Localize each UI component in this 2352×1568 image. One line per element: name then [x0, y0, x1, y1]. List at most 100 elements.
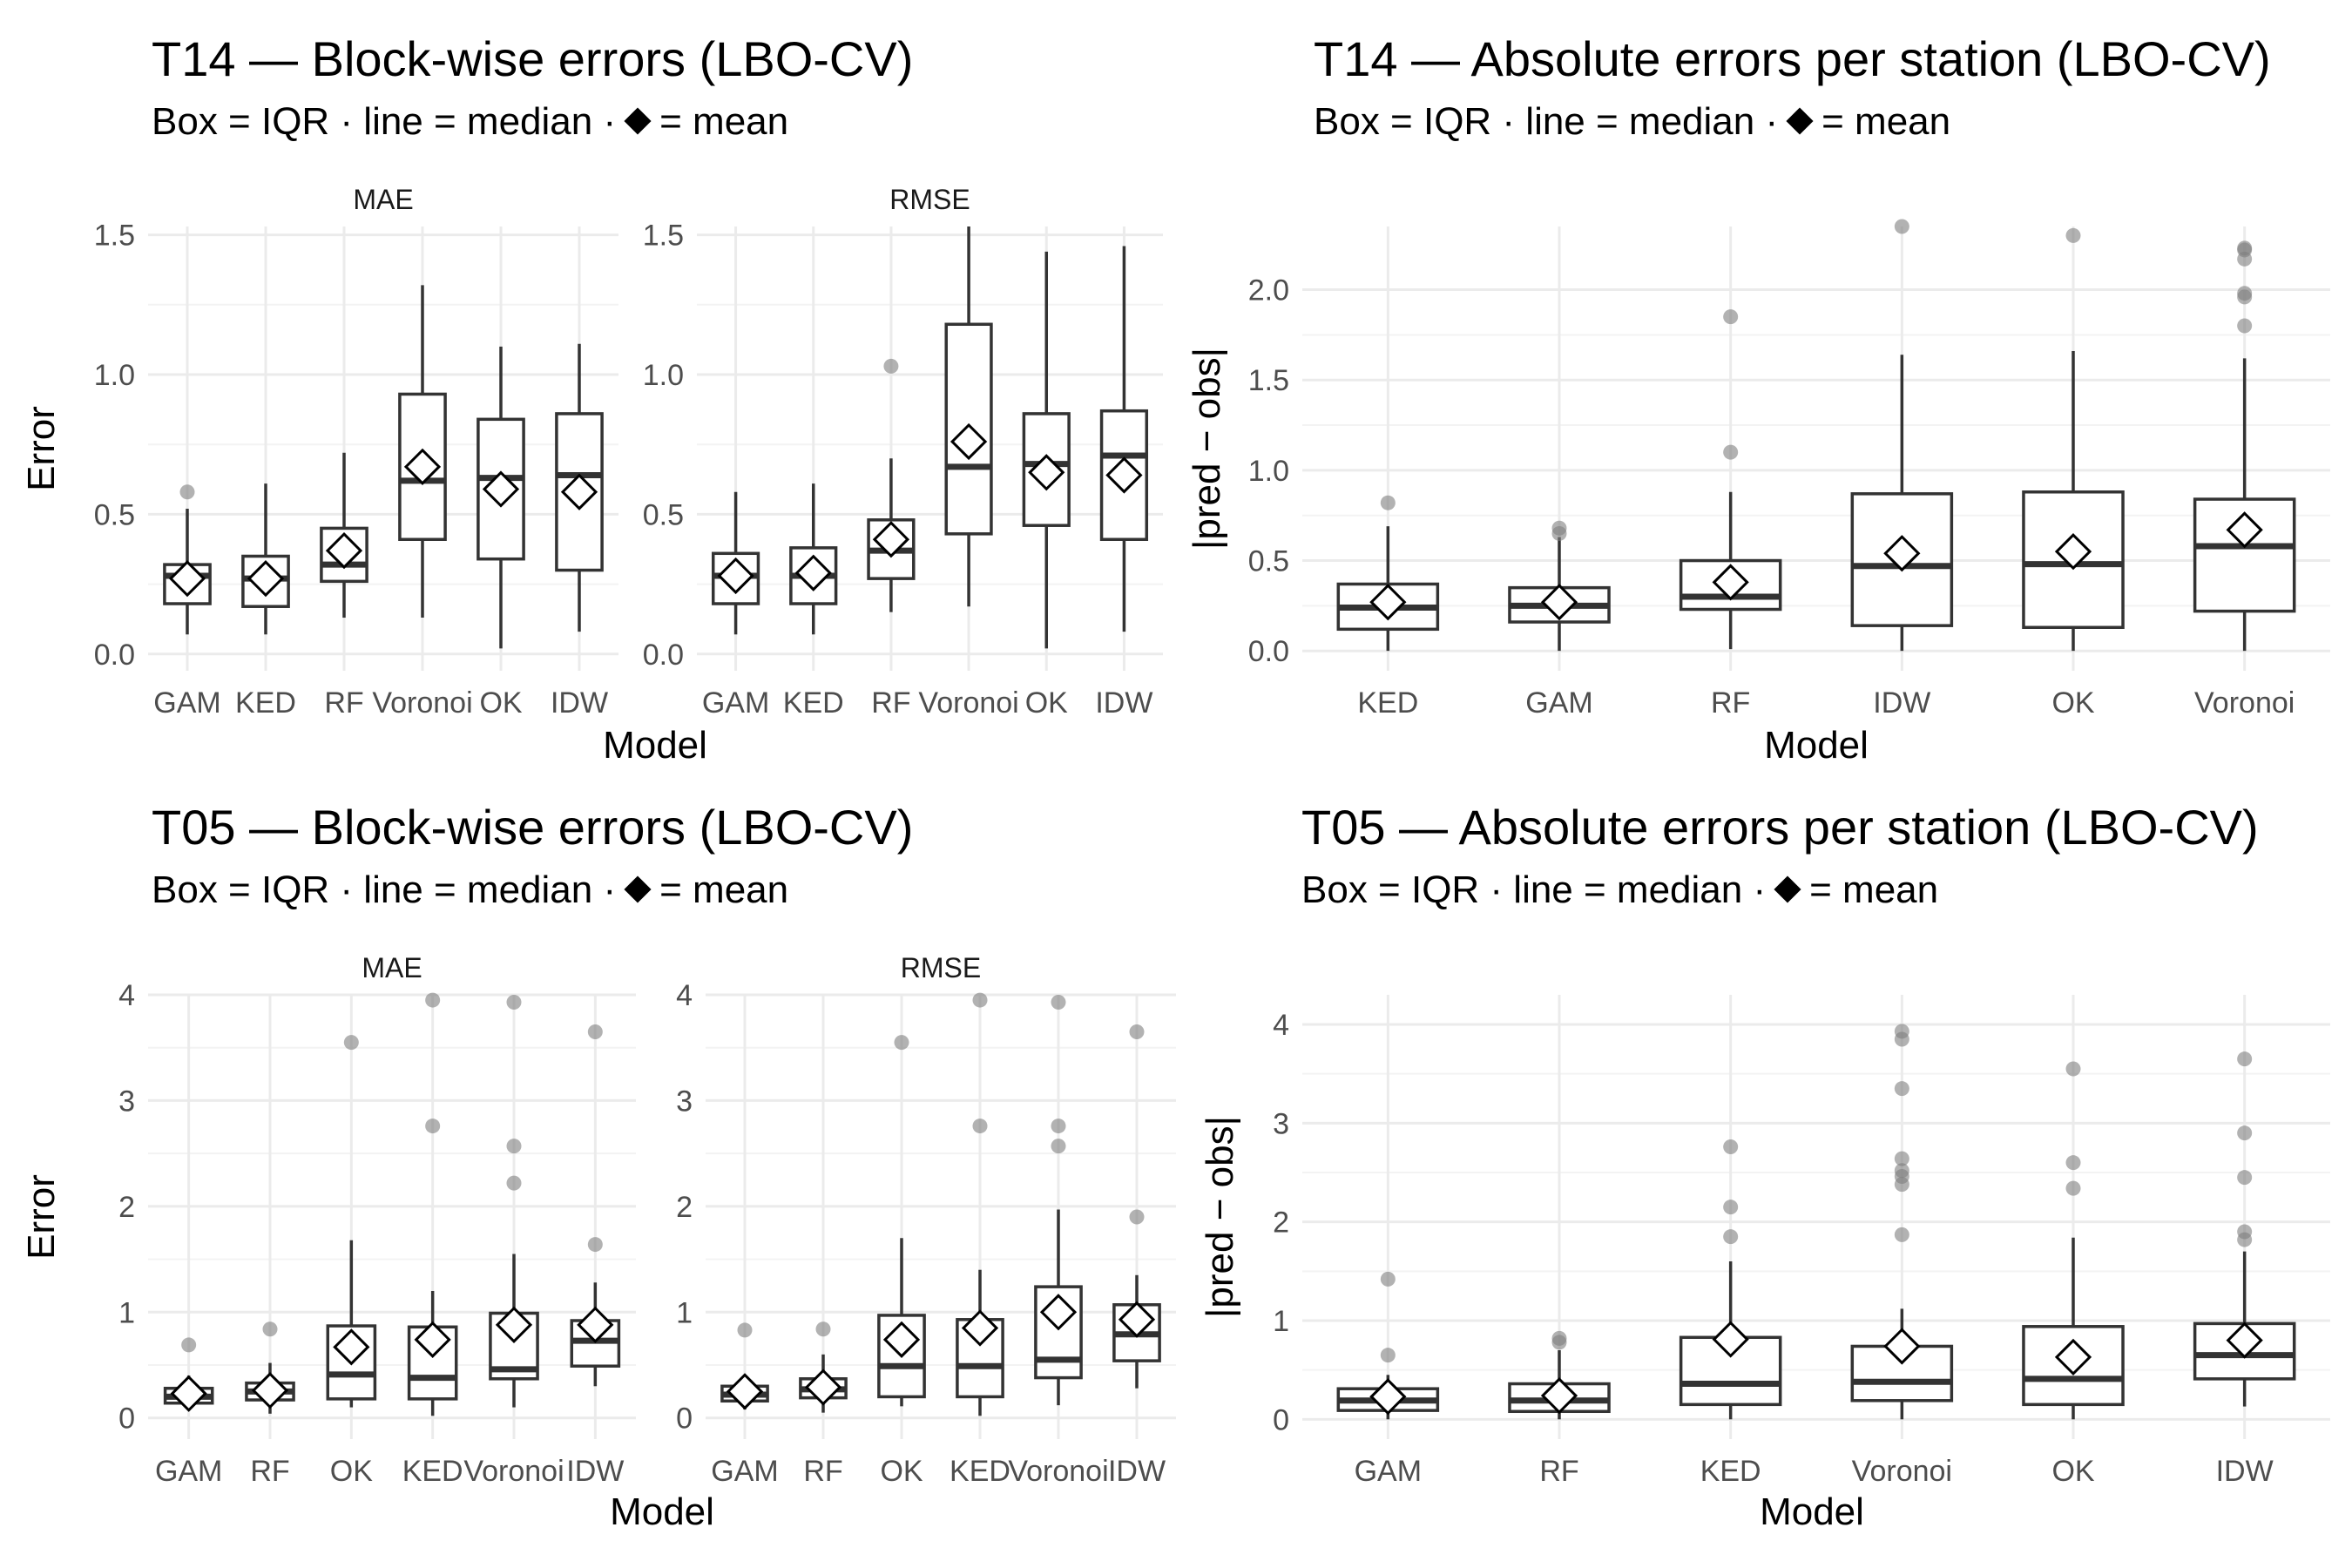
- x-tick-label: RF: [803, 1455, 842, 1488]
- outlier-point: [972, 992, 988, 1008]
- outlier-point: [1894, 1151, 1909, 1166]
- box-KED: KED: [783, 483, 844, 720]
- facet-panel: 0.0 0.5 1.0 1.5 MAE GAM KED RF Voronoi OK IDW: [94, 184, 618, 720]
- mean-diamond: [804, 1369, 842, 1406]
- mean-diamond: [1712, 564, 1749, 601]
- box-IDW: IDW: [1095, 246, 1152, 720]
- y-tick-label: 1.5: [94, 220, 135, 253]
- box-IDW: IDW: [1108, 1024, 1166, 1488]
- mean-diamond: [1039, 1294, 1078, 1331]
- x-tick-label: OK: [2051, 1455, 2094, 1488]
- outlier-point: [1380, 1271, 1396, 1287]
- y-tick-label: 4: [676, 979, 693, 1012]
- outlier-point: [179, 484, 195, 500]
- box-OK: OK: [476, 346, 525, 720]
- box-RF: RF: [320, 452, 368, 720]
- mean-diamond: [577, 1306, 614, 1343]
- x-tick-label: OK: [2051, 686, 2094, 720]
- x-tick-label: Voronoi: [372, 686, 472, 720]
- y-tick-label: 0.5: [643, 498, 684, 531]
- x-tick-label: GAM: [153, 686, 220, 720]
- x-tick-label: IDW: [1108, 1455, 1166, 1488]
- x-tick-label: Voronoi: [1008, 1455, 1108, 1488]
- x-tick-label: GAM: [1525, 686, 1592, 720]
- outlier-point: [2065, 1061, 2081, 1077]
- outlier-point: [425, 992, 441, 1008]
- subtitle-text: Box = IQR · line = median ·: [1314, 100, 1779, 143]
- box-Voronoi: Voronoi: [2193, 240, 2296, 720]
- box-Voronoi: Voronoi: [463, 995, 564, 1488]
- box-OK: OK: [326, 1035, 377, 1488]
- y-tick-label: 3: [118, 1085, 135, 1118]
- outlier-point: [1051, 995, 1066, 1010]
- x-axis-label: Model: [610, 1490, 714, 1533]
- box-KED: KED: [1336, 495, 1440, 720]
- box-Voronoi: Voronoi: [372, 285, 473, 720]
- mean-diamond: [1712, 1321, 1749, 1358]
- mean-diamond: [950, 422, 988, 461]
- facet-strip-label: MAE: [353, 184, 413, 215]
- mean-diamond: [1105, 456, 1143, 494]
- outlier-point: [2237, 1224, 2253, 1240]
- outlier-point: [506, 995, 522, 1010]
- outlier-point: [181, 1337, 197, 1353]
- x-tick-label: OK: [479, 686, 522, 720]
- x-tick-label: KED: [1700, 1455, 1761, 1488]
- facet-panel: 0.0 0.5 1.0 1.5 2.0 KED GAM RF IDW OK Voronoi: [1248, 219, 2330, 720]
- x-tick-label: RF: [324, 686, 363, 720]
- outlier-point: [1129, 1024, 1145, 1039]
- mean-diamond: [2054, 533, 2092, 571]
- box-KED: KED: [235, 483, 296, 720]
- mean-diamond: [251, 1372, 289, 1409]
- box-GAM: GAM: [1336, 1271, 1440, 1488]
- box-OK: OK: [877, 1035, 926, 1488]
- x-tick-label: IDW: [2216, 1455, 2274, 1488]
- outlier-point: [2237, 286, 2253, 301]
- y-tick-label: 1.5: [643, 220, 684, 253]
- outlier-point: [587, 1024, 603, 1039]
- mean-diamond: [2226, 511, 2263, 549]
- x-tick-label: OK: [330, 1455, 373, 1488]
- y-tick-label: 2: [1273, 1206, 1289, 1240]
- facet-strip-label: RMSE: [889, 184, 970, 215]
- y-axis-label: |pred − obs|: [1186, 348, 1228, 550]
- outlier-point: [2065, 1180, 2081, 1196]
- y-axis-label: Error: [20, 406, 63, 491]
- chart-subtitle: Box = IQR · line = median · = mean: [152, 871, 788, 909]
- y-axis-label: Error: [20, 1174, 63, 1260]
- x-tick-label: RF: [250, 1455, 289, 1488]
- outlier-point: [2237, 1125, 2253, 1141]
- y-tick-label: 0: [676, 1402, 693, 1436]
- mean-diamond: [414, 1321, 451, 1358]
- outlier-point: [2237, 1051, 2253, 1067]
- outlier-point: [2237, 1170, 2253, 1186]
- outlier-point: [1894, 1227, 1909, 1242]
- y-tick-label: 1: [676, 1296, 693, 1329]
- y-tick-label: 4: [118, 979, 135, 1012]
- outlier-point: [1723, 1139, 1739, 1155]
- outlier-point: [1551, 520, 1567, 536]
- outlier-point: [1051, 1119, 1066, 1134]
- y-tick-label: 0: [1273, 1403, 1289, 1436]
- chart-t05-abs: |pred − obs| Model 0 1 2 3 4 GAM RF KED Voronoi OK I…: [1199, 995, 2330, 1533]
- y-tick-label: 2.0: [1248, 274, 1289, 308]
- subtitle-mean-text: = mean: [1809, 868, 1939, 911]
- chart-title: T05 — Block-wise errors (LBO-CV): [152, 800, 914, 855]
- box-Voronoi: Voronoi: [1850, 1024, 1954, 1488]
- subtitle-text: Box = IQR · line = median ·: [1301, 868, 1767, 911]
- outlier-point: [894, 1035, 909, 1051]
- chart-title: T05 — Absolute errors per station (LBO-C…: [1301, 800, 2259, 855]
- facet-strip-label: MAE: [362, 952, 422, 983]
- x-tick-label: Voronoi: [918, 686, 1018, 720]
- box-KED: KED: [402, 992, 463, 1488]
- x-tick-label: KED: [783, 686, 844, 720]
- y-tick-label: 2: [676, 1191, 693, 1224]
- outlier-point: [1723, 1229, 1739, 1245]
- outlier-point: [1894, 1163, 1909, 1179]
- box-RF: RF: [867, 358, 916, 720]
- y-tick-label: 2: [118, 1191, 135, 1224]
- mean-diamond: [872, 521, 910, 558]
- box-IDW: IDW: [566, 1024, 624, 1488]
- outlier-point: [1723, 309, 1739, 325]
